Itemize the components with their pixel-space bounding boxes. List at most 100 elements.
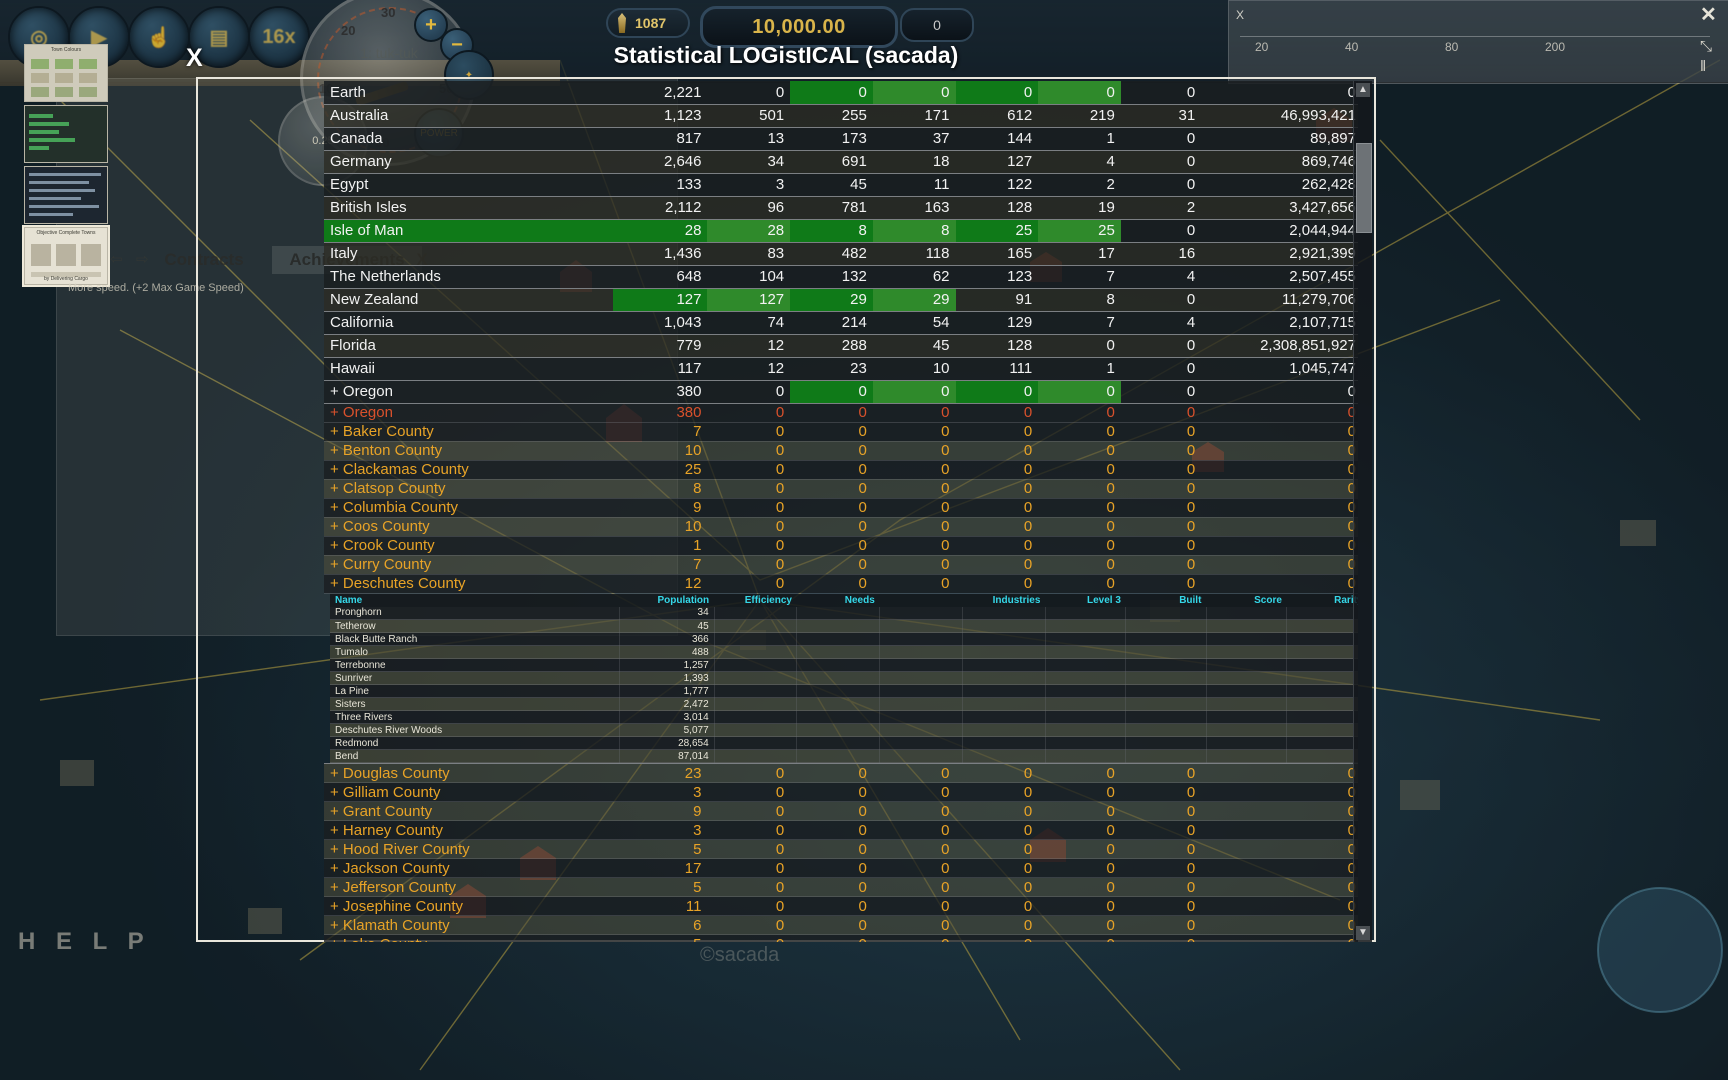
expand-icon[interactable]: ⤡ <box>1700 38 1713 55</box>
county-row[interactable]: + Deschutes County 12 0 0 0 0 0 0 0 <box>324 574 1358 594</box>
forward-arrow-icon[interactable]: ⇨ <box>136 251 149 268</box>
sub-column-header[interactable]: Score <box>1206 593 1287 607</box>
town-row[interactable]: Sisters 2,472 <box>330 697 1358 711</box>
county-name[interactable]: + Josephine County <box>324 896 614 916</box>
table-row[interactable]: The Netherlands 648 104 132 62 123 7 4 2,507,455 <box>324 265 1358 289</box>
thumbnail-town-colours[interactable]: Town Colours <box>24 44 108 102</box>
sub-column-header[interactable]: Level 3 <box>1045 593 1126 607</box>
sub-column-header[interactable]: Industries <box>962 593 1046 607</box>
table-row[interactable]: Earth 2,221 0 0 0 0 0 0 0 <box>324 81 1358 105</box>
county-row[interactable]: + Harney County 3 0 0 0 0 0 0 0 <box>324 820 1358 840</box>
town-row[interactable]: Pronghorn 34 <box>330 606 1358 620</box>
table-row[interactable]: Australia 1,123 501 255 171 612 219 31 46,993,42… <box>324 104 1358 128</box>
table-row[interactable]: Florida 779 12 288 45 128 0 0 2,308,851,927 <box>324 334 1358 358</box>
county-row[interactable]: + Gilliam County 3 0 0 0 0 0 0 0 <box>324 782 1358 802</box>
window-close-icon[interactable]: ✕ <box>1700 4 1717 26</box>
county-name[interactable]: + Gilliam County <box>324 782 614 802</box>
row-name-expandable[interactable]: + Oregon <box>324 380 614 404</box>
town-row[interactable]: Sunriver 1,393 <box>330 671 1358 685</box>
town-row[interactable]: Black Butte Ranch 366 <box>330 632 1358 646</box>
town-empty-cell <box>714 645 798 659</box>
county-name[interactable]: + Benton County <box>324 441 614 461</box>
pause-icon[interactable]: ‖ <box>1700 58 1707 75</box>
town-row[interactable]: Tumalo 488 <box>330 645 1358 659</box>
county-row[interactable]: + Coos County 10 0 0 0 0 0 0 0 <box>324 517 1358 537</box>
county-name[interactable]: + Hood River County <box>324 839 614 859</box>
row-value: 1 <box>1038 127 1121 151</box>
county-name[interactable]: + Clatsop County <box>324 479 614 499</box>
county-row[interactable]: + Curry County 7 0 0 0 0 0 0 0 <box>324 555 1358 575</box>
county-row[interactable]: + Clatsop County 8 0 0 0 0 0 0 0 <box>324 479 1358 499</box>
table-row[interactable]: British Isles 2,112 96 781 163 128 19 2 3,427,65… <box>324 196 1358 220</box>
table-row[interactable]: Italy 1,436 83 482 118 165 17 16 2,921,399 <box>324 242 1358 266</box>
county-name[interactable]: + Oregon <box>324 403 614 423</box>
thumbs-up-icon[interactable]: ☝ <box>128 6 190 68</box>
county-row[interactable]: + Columbia County 9 0 0 0 0 0 0 0 <box>324 498 1358 518</box>
county-row[interactable]: + Grant County 9 0 0 0 0 0 0 0 <box>324 801 1358 821</box>
close-icon-overlay[interactable]: X <box>186 44 203 72</box>
county-value: 0 <box>1120 555 1202 575</box>
county-row[interactable]: + Klamath County 6 0 0 0 0 0 0 0 <box>324 915 1358 935</box>
town-empty-cell <box>1045 632 1127 646</box>
county-name[interactable]: + Grant County <box>324 801 614 821</box>
back-arrow-icon[interactable]: ⇦ <box>110 251 123 268</box>
county-row[interactable]: + Jefferson County 5 0 0 0 0 0 0 0 <box>324 877 1358 897</box>
vertical-scrollbar[interactable]: ▲ ▼ <box>1353 81 1372 942</box>
town-row[interactable]: Deschutes River Woods 5,077 <box>330 723 1358 737</box>
table-row[interactable]: Canada 817 13 173 37 144 1 0 89,897 <box>324 127 1358 151</box>
sub-column-header[interactable]: Built <box>1125 593 1207 607</box>
town-row[interactable]: La Pine 1,777 <box>330 684 1358 698</box>
table-row[interactable]: New Zealand 127 127 29 29 91 8 0 11,279,706 <box>324 288 1358 312</box>
county-row[interactable]: + Hood River County 5 0 0 0 0 0 0 0 <box>324 839 1358 859</box>
county-name[interactable]: + Douglas County <box>324 763 614 783</box>
town-row[interactable]: Bend 87,014 <box>330 749 1358 763</box>
table-row[interactable]: Germany 2,646 34 691 18 127 4 0 869,746 <box>324 150 1358 174</box>
sub-column-header[interactable]: Needs <box>796 593 880 607</box>
county-name[interactable]: + Jackson County <box>324 858 614 878</box>
county-row[interactable]: + Clackamas County 25 0 0 0 0 0 0 0 <box>324 460 1358 480</box>
county-name[interactable]: + Coos County <box>324 517 614 537</box>
scroll-down-arrow[interactable]: ▼ <box>1356 926 1370 940</box>
county-name[interactable]: + Harney County <box>324 820 614 840</box>
county-name[interactable]: + Baker County <box>324 422 614 442</box>
sub-column-header[interactable]: Name <box>330 593 620 607</box>
thumbnail-stats-2[interactable] <box>24 105 108 163</box>
county-name[interactable]: + Columbia County <box>324 498 614 518</box>
town-row[interactable]: Tetherow 45 <box>330 619 1358 633</box>
table-row[interactable]: Isle of Man 28 28 8 8 25 25 0 2,044,944 <box>324 219 1358 243</box>
sub-column-header[interactable]: Population <box>619 593 715 607</box>
sub-column-header[interactable]: Rarity <box>1286 593 1358 607</box>
table-row[interactable]: Hawaii 117 12 23 10 111 1 0 1,045,747 <box>324 357 1358 381</box>
county-row[interactable]: + Jackson County 17 0 0 0 0 0 0 0 <box>324 858 1358 878</box>
town-row[interactable]: Redmond 28,654 <box>330 736 1358 750</box>
notes-icon[interactable]: ▤ <box>188 6 250 68</box>
table-row[interactable]: Egypt 133 3 45 11 122 2 0 262,428 <box>324 173 1358 197</box>
county-name[interactable]: + Curry County <box>324 555 614 575</box>
county-name[interactable]: + Klamath County <box>324 915 614 935</box>
tab-contracts[interactable]: Contracts <box>164 250 244 269</box>
table-row-expandable[interactable]: + Oregon 380 0 0 0 0 0 0 0 <box>324 380 1358 404</box>
county-name[interactable]: + Deschutes County <box>324 574 614 594</box>
county-row[interactable]: + Douglas County 23 0 0 0 0 0 0 0 <box>324 763 1358 783</box>
sub-column-header[interactable]: Efficiency <box>714 593 797 607</box>
town-row[interactable]: Three Rivers 3,014 <box>330 710 1358 724</box>
county-row[interactable]: + Baker County 7 0 0 0 0 0 0 0 <box>324 422 1358 442</box>
county-row[interactable]: + Crook County 1 0 0 0 0 0 0 0 <box>324 536 1358 556</box>
thumbnail-stats-3[interactable] <box>24 166 108 224</box>
county-row[interactable]: + Josephine County 11 0 0 0 0 0 0 0 <box>324 896 1358 916</box>
table-row[interactable]: California 1,043 74 214 54 129 7 4 2,107,715 <box>324 311 1358 335</box>
county-name[interactable]: + Jefferson County <box>324 877 614 897</box>
help-label[interactable]: H E L P <box>18 928 151 955</box>
sub-column-header[interactable] <box>879 593 963 607</box>
county-row[interactable]: + Oregon 380 0 0 0 0 0 0 0 <box>324 403 1358 423</box>
town-row[interactable]: Terrebonne 1,257 <box>330 658 1358 672</box>
county-row[interactable]: + Benton County 10 0 0 0 0 0 0 0 <box>324 441 1358 461</box>
scroll-up-arrow[interactable]: ▲ <box>1356 83 1370 97</box>
scrollbar-thumb[interactable] <box>1356 143 1372 233</box>
county-name[interactable]: + Lake County <box>324 934 614 942</box>
county-name[interactable]: + Clackamas County <box>324 460 614 480</box>
thumbnail-objective-complete[interactable]: Objective Complete Towns by Delivering C… <box>24 227 108 285</box>
county-name[interactable]: + Crook County <box>324 536 614 556</box>
town-empty-cell <box>1206 684 1288 698</box>
